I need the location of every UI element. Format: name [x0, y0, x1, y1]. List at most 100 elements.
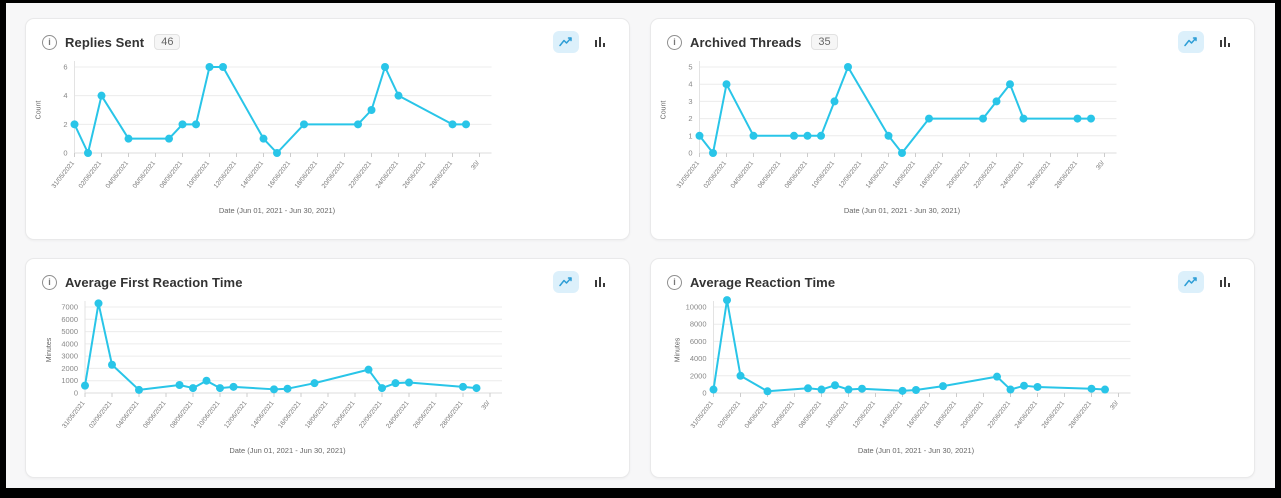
svg-text:18/06/2021: 18/06/2021: [294, 160, 320, 190]
svg-text:14/06/2021: 14/06/2021: [865, 160, 891, 190]
svg-text:18/06/2021: 18/06/2021: [304, 400, 330, 430]
svg-text:31/05/2021: 31/05/2021: [51, 160, 77, 190]
panel-title: Archived Threads: [690, 34, 802, 50]
svg-text:31/05/2021: 31/05/2021: [690, 400, 716, 430]
svg-text:14/06/2021: 14/06/2021: [240, 160, 266, 190]
bar-chart-toggle[interactable]: [587, 31, 613, 53]
panel-title: Average Reaction Time: [690, 274, 836, 290]
svg-text:Minutes: Minutes: [675, 337, 682, 362]
bar-chart-icon: [595, 37, 605, 47]
bar-chart-toggle[interactable]: [1212, 31, 1238, 53]
svg-text:20/06/2021: 20/06/2021: [321, 160, 347, 190]
info-icon[interactable]: i: [42, 34, 57, 50]
total-count-badge: 35: [811, 34, 838, 50]
svg-text:0: 0: [688, 149, 692, 158]
svg-text:4: 4: [688, 80, 692, 89]
svg-text:18/06/2021: 18/06/2021: [933, 400, 959, 430]
line-chart-icon: [559, 37, 572, 47]
svg-text:14/06/2021: 14/06/2021: [879, 400, 905, 430]
info-icon[interactable]: i: [667, 274, 682, 290]
average-reaction-time-line-chart[interactable]: 0 2000 4000 6000 8000 10000 31/05/2021 02/06/20…: [651, 293, 1255, 471]
line-chart-toggle[interactable]: [1178, 271, 1204, 293]
svg-text:06/06/2021: 06/06/2021: [757, 160, 783, 190]
bar-chart-icon: [1220, 37, 1230, 47]
svg-text:0: 0: [63, 149, 67, 158]
svg-text:12/06/2021: 12/06/2021: [223, 400, 249, 430]
line-chart-toggle[interactable]: [553, 271, 579, 293]
svg-text:02/06/2021: 02/06/2021: [88, 400, 114, 430]
svg-text:10000: 10000: [686, 303, 707, 312]
svg-text:02/06/2021: 02/06/2021: [703, 160, 729, 190]
svg-text:3: 3: [688, 97, 692, 106]
svg-text:10/06/2021: 10/06/2021: [186, 160, 212, 190]
svg-text:30/: 30/: [470, 160, 481, 172]
svg-text:28/06/2021: 28/06/2021: [1068, 400, 1094, 430]
svg-text:28/06/2021: 28/06/2021: [429, 160, 455, 190]
svg-text:20/06/2021: 20/06/2021: [960, 400, 986, 430]
svg-text:16/06/2021: 16/06/2021: [267, 160, 293, 190]
svg-text:1: 1: [688, 131, 692, 140]
svg-text:7000: 7000: [61, 303, 78, 312]
svg-text:4: 4: [63, 91, 67, 100]
bar-chart-icon: [1220, 277, 1230, 287]
svg-text:12/06/2021: 12/06/2021: [852, 400, 878, 430]
svg-text:2: 2: [688, 114, 692, 123]
svg-text:8000: 8000: [690, 320, 707, 329]
line-chart-toggle[interactable]: [553, 31, 579, 53]
svg-text:04/06/2021: 04/06/2021: [115, 400, 141, 430]
svg-text:22/06/2021: 22/06/2021: [348, 160, 374, 190]
panel-header: i Average Reaction Time: [651, 259, 1254, 293]
svg-text:10/06/2021: 10/06/2021: [825, 400, 851, 430]
svg-text:06/06/2021: 06/06/2021: [771, 400, 797, 430]
svg-text:24/06/2021: 24/06/2021: [1014, 400, 1040, 430]
svg-text:08/06/2021: 08/06/2021: [169, 400, 195, 430]
svg-text:20/06/2021: 20/06/2021: [331, 400, 357, 430]
svg-text:30/: 30/: [1095, 160, 1106, 172]
svg-text:5: 5: [688, 63, 692, 72]
svg-text:04/06/2021: 04/06/2021: [730, 160, 756, 190]
svg-text:22/06/2021: 22/06/2021: [987, 400, 1013, 430]
bar-chart-icon: [595, 277, 605, 287]
svg-text:24/06/2021: 24/06/2021: [1000, 160, 1026, 190]
info-icon[interactable]: i: [42, 274, 57, 290]
svg-text:22/06/2021: 22/06/2021: [358, 400, 384, 430]
svg-text:22/06/2021: 22/06/2021: [973, 160, 999, 190]
svg-text:4000: 4000: [690, 354, 707, 363]
svg-text:28/06/2021: 28/06/2021: [1054, 160, 1080, 190]
svg-text:16/06/2021: 16/06/2021: [277, 400, 303, 430]
svg-text:24/06/2021: 24/06/2021: [385, 400, 411, 430]
info-icon[interactable]: i: [667, 34, 682, 50]
bar-chart-toggle[interactable]: [587, 271, 613, 293]
svg-text:12/06/2021: 12/06/2021: [838, 160, 864, 190]
svg-text:3000: 3000: [61, 352, 78, 361]
svg-text:24/06/2021: 24/06/2021: [375, 160, 401, 190]
svg-text:28/06/2021: 28/06/2021: [439, 400, 465, 430]
svg-text:16/06/2021: 16/06/2021: [892, 160, 918, 190]
panel-title: Replies Sent: [65, 34, 145, 50]
archived-threads-line-chart[interactable]: 0 1 2 3 4 5 31/05/2021 02/06/2021 04/06/2021 06/0…: [651, 53, 1255, 231]
svg-text:2000: 2000: [690, 371, 707, 380]
svg-text:02/06/2021: 02/06/2021: [78, 160, 104, 190]
svg-text:14/06/2021: 14/06/2021: [250, 400, 276, 430]
svg-text:30/: 30/: [1109, 400, 1120, 412]
svg-text:08/06/2021: 08/06/2021: [798, 400, 824, 430]
svg-text:6000: 6000: [690, 337, 707, 346]
svg-text:31/05/2021: 31/05/2021: [61, 400, 87, 430]
panel-header: i Average First Reaction Time: [26, 259, 629, 293]
line-chart-toggle[interactable]: [1178, 31, 1204, 53]
panel-average-first-reaction-time: i Average First Reaction Time 0 1000 2000 3…: [25, 258, 630, 478]
svg-text:26/06/2021: 26/06/2021: [412, 400, 438, 430]
panel-header: i Archived Threads 35: [651, 19, 1254, 53]
bar-chart-toggle[interactable]: [1212, 271, 1238, 293]
svg-text:20/06/2021: 20/06/2021: [946, 160, 972, 190]
replies-sent-line-chart[interactable]: 0 2 4 6 31/05/2021 02/06/2021 04/06/2021 06/06/…: [26, 53, 630, 231]
svg-text:12/06/2021: 12/06/2021: [213, 160, 239, 190]
panel-archived-threads: i Archived Threads 35 0 1 2 3 4 5 31/05/2021 02…: [650, 18, 1255, 240]
svg-text:18/06/2021: 18/06/2021: [919, 160, 945, 190]
svg-text:04/06/2021: 04/06/2021: [744, 400, 770, 430]
svg-text:Count: Count: [36, 101, 43, 120]
svg-text:06/06/2021: 06/06/2021: [132, 160, 158, 190]
svg-text:2: 2: [63, 120, 67, 129]
panel-average-reaction-time: i Average Reaction Time 0 2000 4000 6000 800…: [650, 258, 1255, 478]
